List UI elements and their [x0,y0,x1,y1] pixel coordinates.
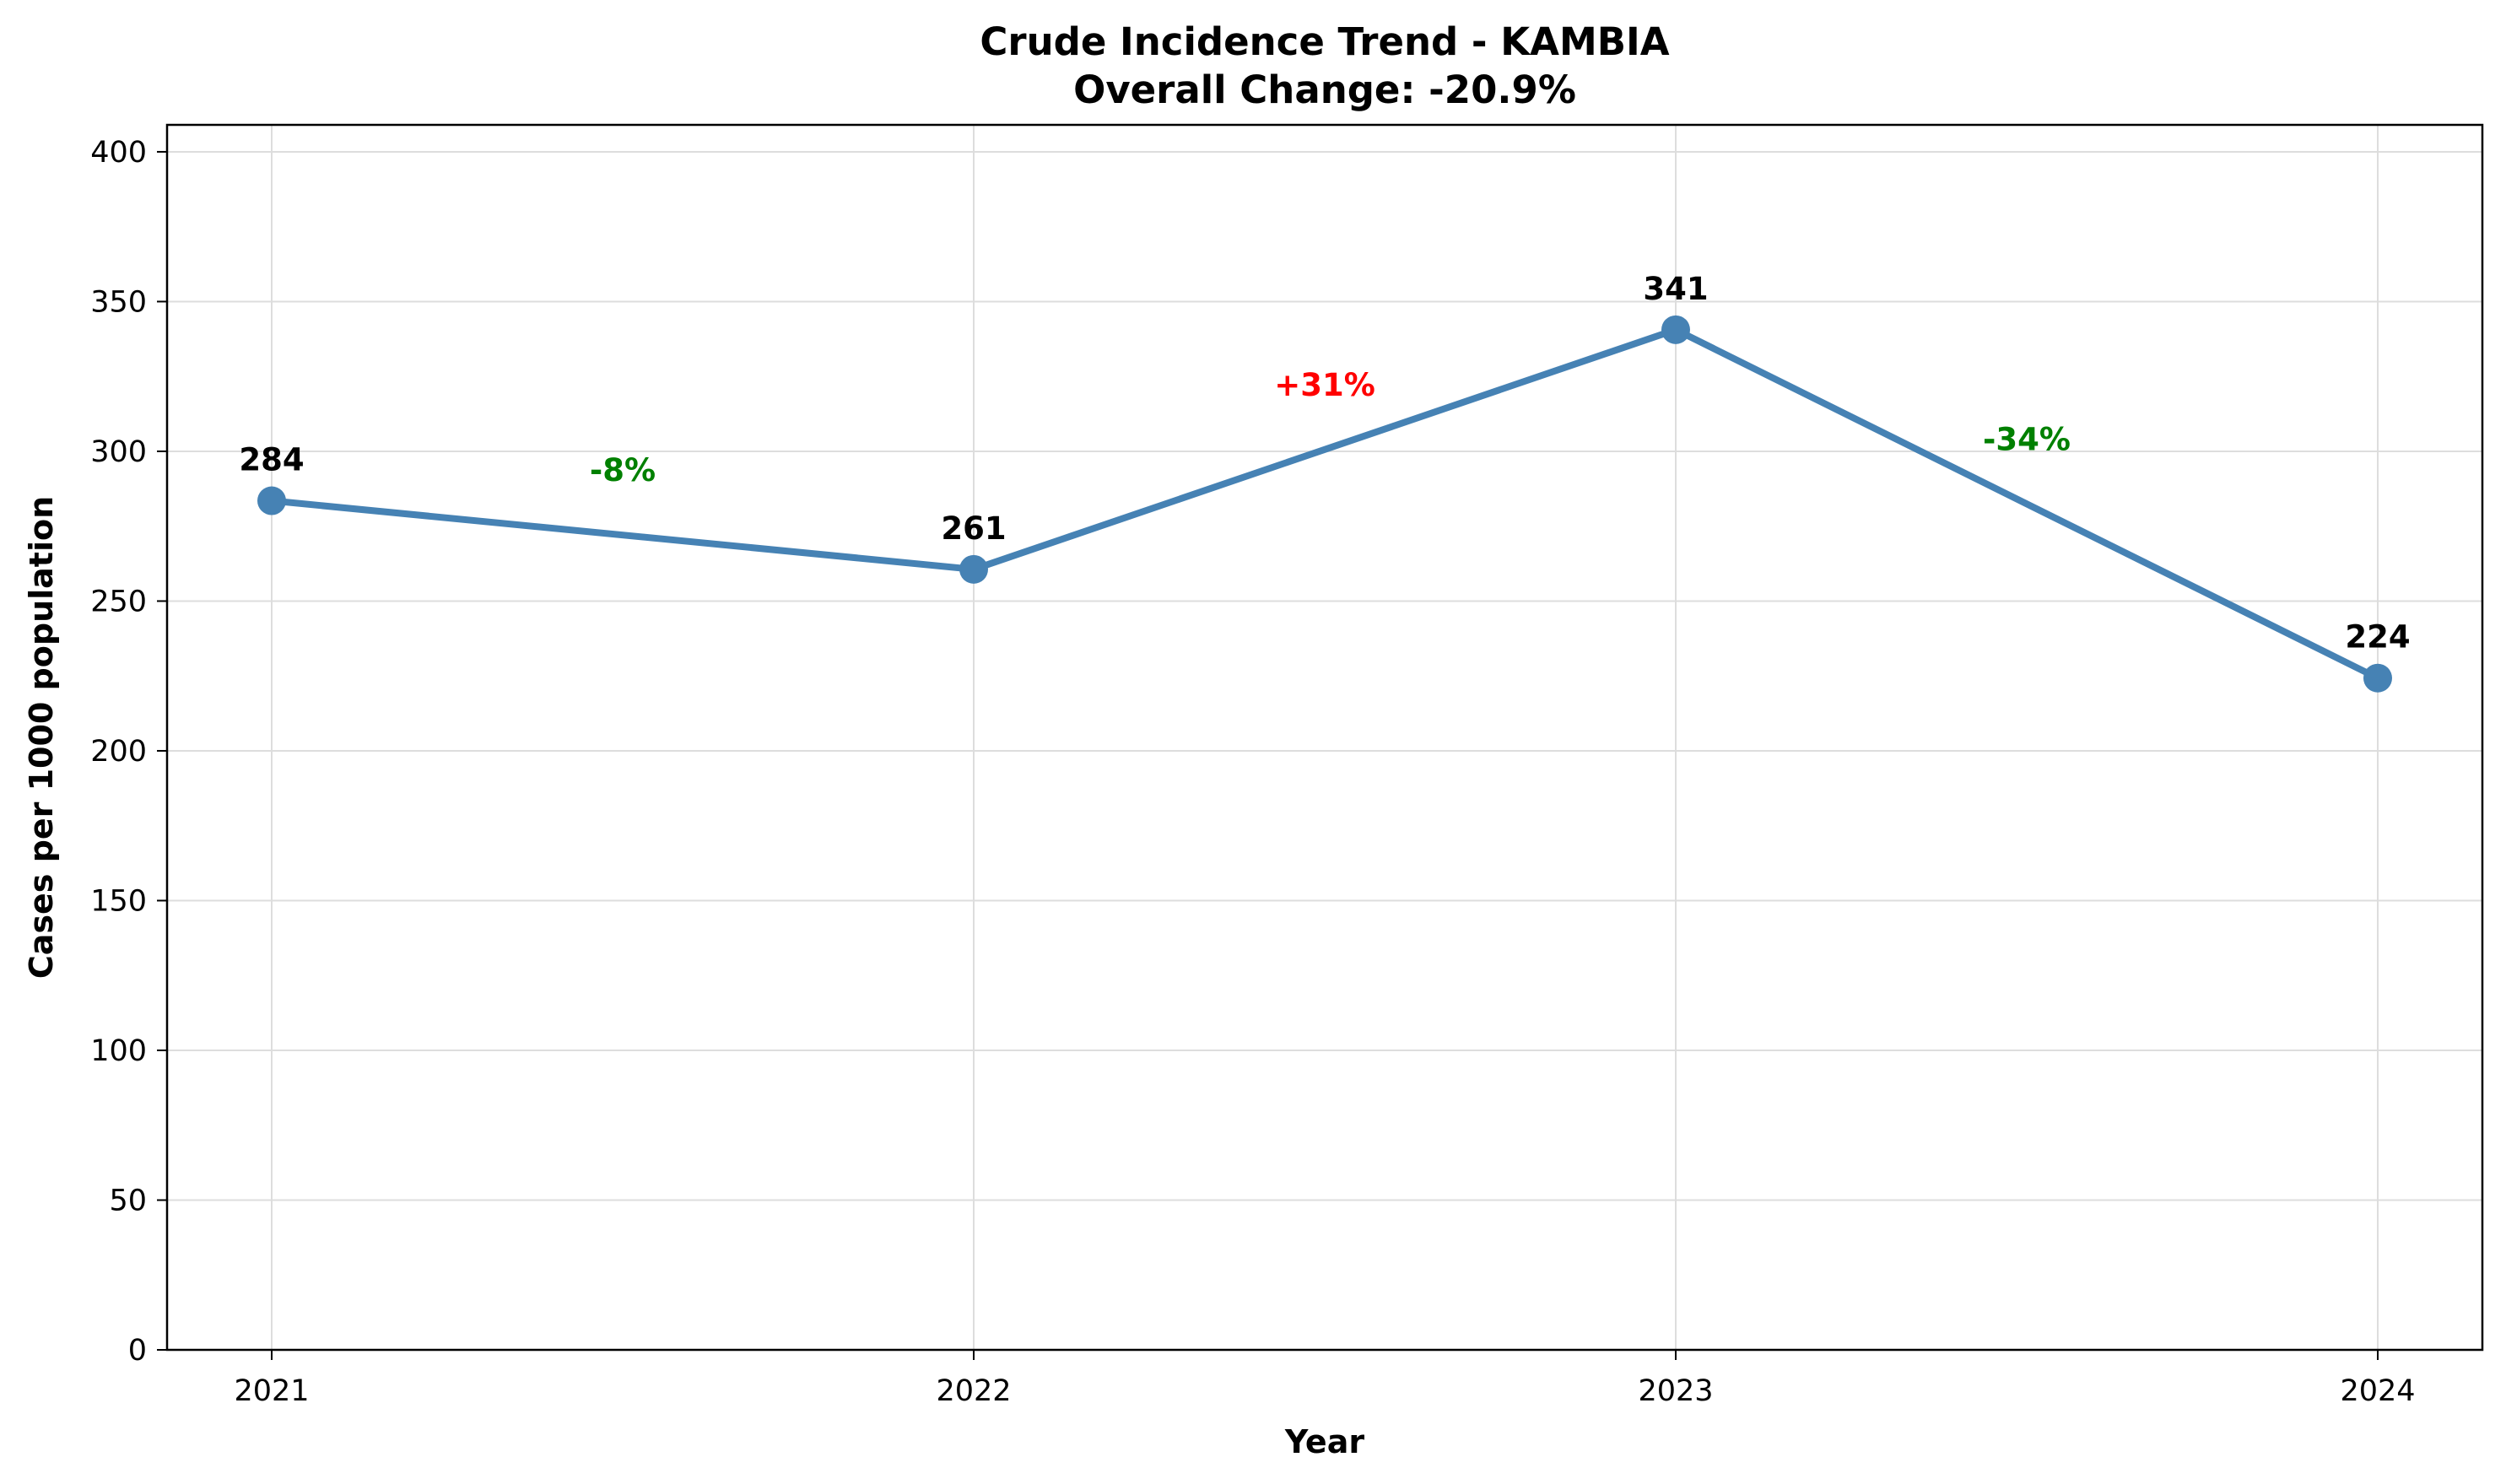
series-line [268,326,2381,682]
data-point [2363,663,2392,693]
series-layer [257,315,2392,693]
data-label: 284 [239,442,304,478]
y-tick-label: 350 [90,285,147,319]
x-tick-label: 2024 [2340,1374,2415,1408]
y-tick-label: 100 [90,1034,147,1068]
y-tick-label: 200 [90,735,147,769]
chart-subtitle: Overall Change: -20.9% [1073,67,1576,112]
change-label: -8% [590,452,656,488]
change-label: +31% [1274,367,1375,403]
y-axis-ticks: 0 50 100 150 200 250 300 350 400 [90,136,167,1368]
data-point [257,486,286,515]
y-tick-label: 50 [109,1184,147,1217]
x-tick-label: 2023 [1638,1374,1713,1408]
y-tick-label: 150 [90,884,147,918]
data-point [1661,315,1690,344]
y-axis-label: Cases per 1000 population [23,496,60,979]
y-tick-label: 250 [90,585,147,618]
x-axis-label: Year [1284,1423,1364,1460]
data-label: 224 [2345,619,2410,656]
x-tick-label: 2021 [234,1374,309,1408]
chart-title: Crude Incidence Trend - KAMBIA [980,19,1669,64]
plot-frame [165,123,2484,1352]
x-tick-label: 2022 [936,1374,1011,1408]
data-label-layer: 284 261 341 224 -8% +31% -34% [239,271,2410,656]
y-tick-label: 400 [90,136,147,170]
data-point [959,554,988,584]
data-label: 261 [941,510,1006,547]
change-label: -34% [1983,421,2071,457]
y-tick-label: 0 [128,1334,147,1368]
x-axis-ticks: 2021 2022 2023 2024 [234,1350,2416,1408]
y-tick-label: 300 [90,435,147,469]
data-label: 341 [1643,271,1708,307]
